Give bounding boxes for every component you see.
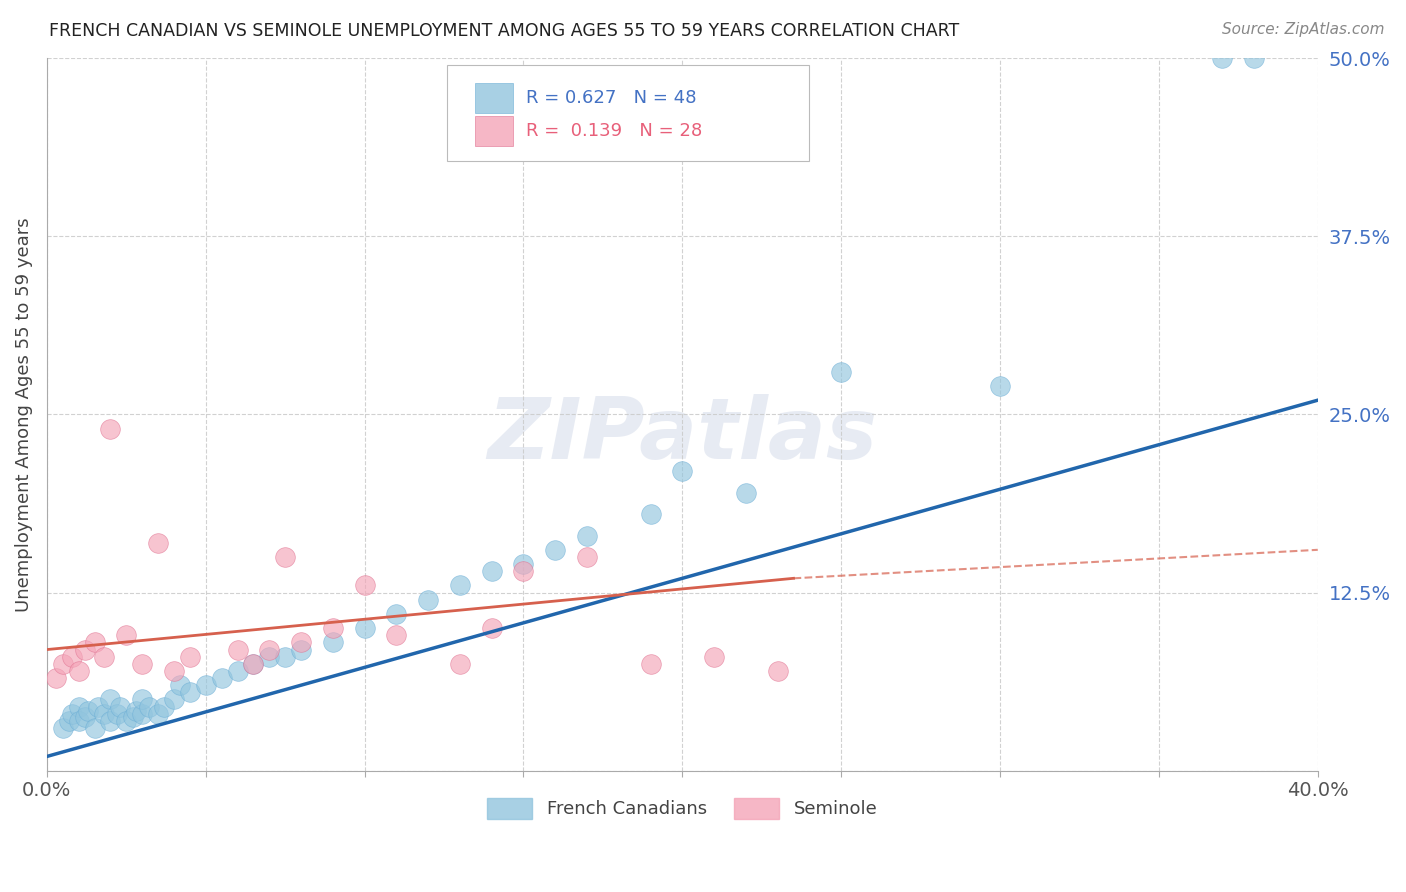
Point bbox=[481, 621, 503, 635]
Point bbox=[988, 379, 1011, 393]
Point bbox=[52, 721, 75, 735]
Point bbox=[163, 664, 186, 678]
Point bbox=[242, 657, 264, 671]
Point bbox=[259, 649, 281, 664]
Point bbox=[108, 699, 131, 714]
Point bbox=[544, 542, 567, 557]
Point bbox=[93, 649, 115, 664]
FancyBboxPatch shape bbox=[475, 83, 513, 113]
Point bbox=[194, 678, 217, 692]
Point bbox=[169, 678, 191, 692]
Point bbox=[1211, 51, 1233, 65]
Point bbox=[830, 365, 852, 379]
Point bbox=[1243, 51, 1265, 65]
Point bbox=[131, 706, 153, 721]
Point bbox=[58, 714, 80, 728]
Point bbox=[449, 578, 471, 592]
Point bbox=[481, 564, 503, 578]
Text: R = 0.627   N = 48: R = 0.627 N = 48 bbox=[526, 89, 696, 107]
Point bbox=[734, 485, 756, 500]
Point bbox=[83, 635, 105, 649]
Point bbox=[153, 699, 176, 714]
Point bbox=[60, 706, 83, 721]
FancyBboxPatch shape bbox=[447, 65, 810, 161]
Point bbox=[131, 692, 153, 706]
Y-axis label: Unemployment Among Ages 55 to 59 years: Unemployment Among Ages 55 to 59 years bbox=[15, 217, 32, 612]
Point bbox=[121, 709, 143, 723]
Text: ZIPatlas: ZIPatlas bbox=[488, 394, 877, 477]
Point bbox=[179, 649, 201, 664]
Point bbox=[163, 692, 186, 706]
Point bbox=[274, 549, 297, 564]
Point bbox=[640, 507, 662, 521]
Point bbox=[73, 642, 96, 657]
Point bbox=[385, 607, 408, 621]
Point bbox=[512, 557, 534, 571]
Point bbox=[274, 649, 297, 664]
Point bbox=[242, 657, 264, 671]
Point bbox=[115, 714, 138, 728]
Point bbox=[83, 721, 105, 735]
Text: FRENCH CANADIAN VS SEMINOLE UNEMPLOYMENT AMONG AGES 55 TO 59 YEARS CORRELATION C: FRENCH CANADIAN VS SEMINOLE UNEMPLOYMENT… bbox=[49, 22, 959, 40]
Point bbox=[226, 642, 249, 657]
Point bbox=[100, 692, 122, 706]
Point bbox=[87, 699, 110, 714]
Point bbox=[211, 671, 233, 685]
Point bbox=[125, 704, 148, 718]
Point bbox=[259, 642, 281, 657]
Point bbox=[449, 657, 471, 671]
Point bbox=[67, 714, 90, 728]
Point bbox=[576, 528, 599, 542]
Point bbox=[385, 628, 408, 642]
Point bbox=[640, 657, 662, 671]
Point bbox=[179, 685, 201, 699]
Point bbox=[146, 535, 169, 549]
Point bbox=[512, 564, 534, 578]
Point bbox=[115, 628, 138, 642]
Text: R =  0.139   N = 28: R = 0.139 N = 28 bbox=[526, 122, 702, 140]
Text: Source: ZipAtlas.com: Source: ZipAtlas.com bbox=[1222, 22, 1385, 37]
Point bbox=[353, 621, 375, 635]
Point bbox=[703, 649, 725, 664]
Point bbox=[105, 706, 128, 721]
Point bbox=[138, 699, 160, 714]
Point bbox=[146, 706, 169, 721]
Point bbox=[73, 709, 96, 723]
Point bbox=[100, 422, 122, 436]
Point bbox=[322, 635, 344, 649]
Point bbox=[100, 714, 122, 728]
Point bbox=[353, 578, 375, 592]
Point bbox=[131, 657, 153, 671]
Point bbox=[290, 642, 312, 657]
Point bbox=[52, 657, 75, 671]
Point bbox=[67, 699, 90, 714]
Legend: French Canadians, Seminole: French Canadians, Seminole bbox=[479, 790, 884, 826]
FancyBboxPatch shape bbox=[475, 116, 513, 145]
Point bbox=[60, 649, 83, 664]
Point bbox=[671, 465, 693, 479]
Point bbox=[77, 704, 100, 718]
Point bbox=[322, 621, 344, 635]
Point bbox=[45, 671, 67, 685]
Point bbox=[93, 706, 115, 721]
Point bbox=[67, 664, 90, 678]
Point bbox=[290, 635, 312, 649]
Point bbox=[766, 664, 789, 678]
Point bbox=[576, 549, 599, 564]
Point bbox=[226, 664, 249, 678]
Point bbox=[418, 592, 440, 607]
